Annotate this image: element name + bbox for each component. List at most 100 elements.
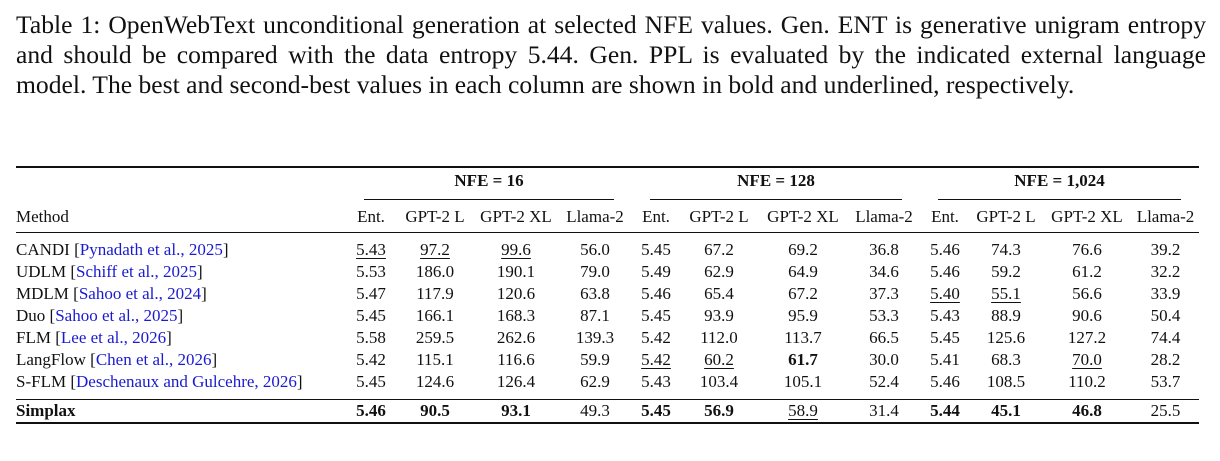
citation-link[interactable]: Schiff et al., 2025 (75, 262, 198, 281)
column-header: GPT-2 L (976, 207, 1036, 226)
value-cell: 95.9 (788, 306, 818, 325)
value-cell: 5.45 (356, 306, 386, 325)
value-cell: 168.3 (496, 306, 536, 325)
value-cell: 5.46 (930, 240, 960, 259)
value-cell: 67.2 (704, 240, 734, 259)
value-cell: 56.6 (1072, 284, 1102, 303)
value-cell: 93.9 (704, 306, 734, 325)
value-cell: 5.42 (356, 350, 386, 369)
value-cell: 61.7 (788, 350, 818, 369)
value-cell: 125.6 (986, 328, 1026, 347)
value-cell: 5.46 (641, 284, 671, 303)
method-name: LangFlow (16, 350, 86, 369)
value-cell: 34.6 (869, 262, 899, 281)
value-cell: 117.9 (416, 284, 454, 303)
value-cell: 110.2 (1068, 372, 1106, 391)
value-cell: 5.53 (356, 262, 386, 281)
value-cell: 5.45 (930, 328, 960, 347)
value-cell: 99.6 (501, 240, 531, 259)
method-cell: MDLM [Sahoo et al., 2024] (16, 284, 207, 303)
value-cell: 259.5 (415, 328, 455, 347)
value-cell: 55.1 (991, 284, 1021, 303)
value-cell: 31.4 (869, 401, 899, 420)
value-cell: 113.7 (784, 328, 822, 347)
value-cell: 88.9 (991, 306, 1021, 325)
citation-link[interactable]: Chen et al., 2026 (95, 350, 212, 369)
value-cell: 5.45 (641, 240, 671, 259)
value-cell: 5.42 (641, 328, 671, 347)
caption-text-2: . Gen. PPL is evaluated by the indicated… (16, 40, 1206, 99)
column-header: Ent. (931, 207, 959, 226)
value-cell: 5.43 (641, 372, 671, 391)
simplax-rule (16, 399, 1199, 400)
value-cell: 56.0 (580, 240, 610, 259)
method-name: MDLM (16, 284, 69, 303)
column-header: GPT-2 L (689, 207, 749, 226)
table-caption: Table 1: OpenWebText unconditional gener… (16, 10, 1206, 100)
value-cell: 70.0 (1072, 350, 1102, 369)
caption-text-1: Table 1: OpenWebText unconditional gener… (16, 10, 1206, 69)
column-header-row: Method Ent. GPT-2 L GPT-2 XL Llama-2 Ent. GPT-… (16, 202, 1199, 233)
value-cell: 39.2 (1150, 240, 1181, 259)
value-cell: 103.4 (699, 372, 739, 391)
value-cell: 126.4 (496, 372, 536, 391)
column-header: Ent. (357, 207, 385, 226)
value-cell: 5.41 (930, 350, 960, 369)
column-header: GPT-2 XL (480, 207, 552, 226)
column-header: GPT-2 XL (1051, 207, 1123, 226)
citation-link[interactable]: Lee et al., 2026 (60, 328, 167, 347)
value-cell: 33.9 (1150, 284, 1181, 303)
table-row: LangFlow [Chen et al., 2026] 5.42 115.1 116… (16, 349, 1199, 371)
value-cell: 5.46 (356, 401, 386, 420)
value-cell: 5.40 (930, 284, 960, 303)
value-cell: 45.1 (991, 401, 1021, 420)
column-header: GPT-2 L (405, 207, 465, 226)
value-cell: 67.2 (788, 284, 818, 303)
value-cell: 65.4 (704, 284, 734, 303)
citation-link[interactable]: Sahoo et al., 2024 (78, 284, 202, 303)
value-cell: 5.42 (641, 350, 671, 369)
value-cell: 97.2 (420, 240, 450, 259)
value-cell: 190.1 (496, 262, 536, 281)
citation-link[interactable]: Deschenaux and Gulcehre, 2026 (76, 372, 297, 391)
value-cell: 112.0 (700, 328, 738, 347)
value-cell: 90.5 (420, 401, 450, 420)
value-cell: 28.2 (1150, 350, 1181, 369)
value-cell: 124.6 (415, 372, 455, 391)
value-cell: 116.6 (497, 350, 535, 369)
method-name: UDLM (16, 262, 67, 281)
value-cell: 5.58 (356, 328, 386, 347)
value-cell: 46.8 (1072, 401, 1102, 420)
method-name: S-FLM (16, 372, 67, 391)
method-cell: LangFlow [Chen et al., 2026] (16, 350, 218, 369)
value-cell: 74.3 (991, 240, 1021, 259)
value-cell: 5.49 (641, 262, 671, 281)
method-name: FLM (16, 328, 51, 347)
value-cell: 5.45 (356, 372, 386, 391)
value-cell: 5.47 (356, 284, 386, 303)
value-cell: 5.43 (356, 240, 386, 259)
table-row-simplax: Simplax 5.46 90.5 93.1 49.3 5.45 56.9 58.9 31.4 5… (16, 400, 1199, 423)
value-cell: 66.5 (869, 328, 899, 347)
bottom-rule (16, 422, 1199, 425)
value-cell: 93.1 (501, 401, 531, 420)
value-cell: 90.6 (1072, 306, 1102, 325)
column-header: Llama-2 (566, 207, 624, 226)
citation-link[interactable]: Pynadath et al., 2025 (79, 240, 223, 259)
value-cell: 62.9 (580, 372, 610, 391)
mid-rule (16, 232, 1199, 233)
value-cell: 61.2 (1072, 262, 1102, 281)
citation-link[interactable]: Sahoo et al., 2025 (55, 306, 178, 325)
method-name: CANDI (16, 240, 70, 259)
value-cell: 186.0 (415, 262, 455, 281)
caption-entropy: 5.44 (527, 40, 573, 69)
value-cell: 262.6 (496, 328, 536, 347)
value-cell: 36.8 (869, 240, 899, 259)
table-row: UDLM [Schiff et al., 2025] 5.53 186.0 190.1… (16, 261, 1199, 283)
value-cell: 5.46 (930, 372, 960, 391)
method-cell: CANDI [Pynadath et al., 2025] (16, 240, 229, 259)
column-header: GPT-2 XL (767, 207, 839, 226)
value-cell: 37.3 (869, 284, 899, 303)
value-cell: 105.1 (783, 372, 823, 391)
value-cell: 5.45 (641, 401, 671, 420)
